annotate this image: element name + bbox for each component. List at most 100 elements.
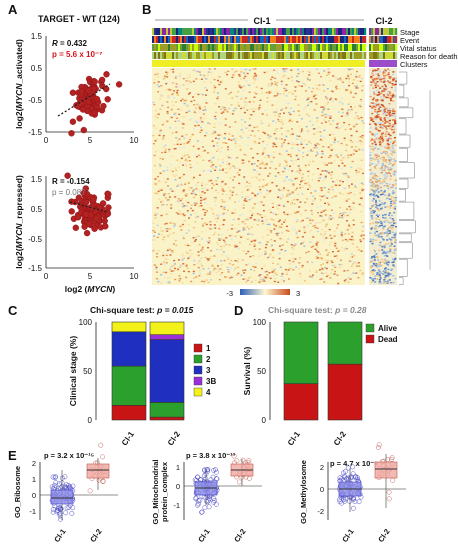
track-cell xyxy=(222,44,225,51)
heatmap-cell xyxy=(389,251,392,253)
heatmap-cell xyxy=(206,258,209,260)
heatmap-cell xyxy=(229,177,232,179)
heatmap-cell xyxy=(349,227,352,229)
track-cell xyxy=(182,28,185,35)
heatmap-cell xyxy=(172,243,175,245)
heatmap-cell xyxy=(231,190,234,193)
heatmap-cell xyxy=(389,282,392,284)
heatmap-cell xyxy=(152,230,155,232)
heatmap-cell xyxy=(293,203,296,205)
heatmap-cell xyxy=(299,183,301,186)
sample-point xyxy=(355,475,360,481)
heatmap-cell xyxy=(375,239,378,241)
heatmap-cell xyxy=(379,277,382,279)
heatmap-cell xyxy=(383,112,386,115)
track-cell xyxy=(296,44,299,51)
heatmap-cell xyxy=(220,112,223,114)
heatmap-cell xyxy=(153,239,156,241)
heatmap-cell xyxy=(194,70,197,73)
track-cell xyxy=(358,44,361,51)
bar-segment-alive xyxy=(327,321,363,365)
heatmap-cell xyxy=(378,218,381,221)
heatmap-cell xyxy=(288,193,291,195)
heatmap-cell xyxy=(280,127,283,129)
heatmap-cell xyxy=(174,147,177,150)
heatmap-cell xyxy=(183,99,186,102)
heatmap-cell xyxy=(370,75,373,78)
heatmap-cell xyxy=(168,281,171,283)
heatmap-cell xyxy=(212,269,215,271)
track-cell xyxy=(302,52,305,59)
heatmap-cell xyxy=(266,223,269,226)
heatmap-cell xyxy=(394,277,397,280)
heatmap-cell xyxy=(328,219,331,221)
heatmap-cell xyxy=(332,195,335,197)
ytick: 100 xyxy=(253,318,267,327)
heatmap-cell xyxy=(280,133,283,135)
heatmap-cell xyxy=(283,112,285,114)
track-cell xyxy=(350,52,353,59)
track-cell xyxy=(298,28,301,35)
heatmap-cell xyxy=(201,265,204,267)
heatmap-cell xyxy=(394,249,397,251)
heatmap-cell xyxy=(370,188,373,191)
heatmap-cell xyxy=(321,267,324,269)
track-cell xyxy=(391,52,394,59)
heatmap-cell xyxy=(228,163,231,165)
heatmap-cell xyxy=(382,282,385,284)
heatmap-cell xyxy=(202,109,205,111)
heatmap-cell xyxy=(357,136,360,138)
heatmap-cell xyxy=(307,70,309,73)
heatmap-cell xyxy=(221,80,224,82)
heatmap-cell xyxy=(234,121,237,123)
heatmap-cell xyxy=(394,160,397,162)
heatmap-cell xyxy=(156,182,158,184)
heatmap-cell xyxy=(386,281,389,283)
heatmap-cell xyxy=(377,94,380,96)
heatmap-cell xyxy=(394,222,397,224)
track-cell xyxy=(266,28,269,35)
heatmap-cell xyxy=(219,274,222,276)
heatmap-cell xyxy=(171,93,174,96)
cluster-2-label: Cl-2 xyxy=(375,16,392,26)
heatmap-cell xyxy=(320,215,323,217)
heatmap-cell xyxy=(162,204,165,206)
heatmap-cell xyxy=(369,145,371,147)
heatmap-cell xyxy=(288,91,291,94)
heatmap-cell xyxy=(389,217,392,219)
heatmap-cell xyxy=(250,280,253,282)
heatmap-cell xyxy=(276,213,279,216)
heatmap-cell xyxy=(265,91,268,94)
heatmap-cell xyxy=(379,261,382,263)
heatmap-cell xyxy=(392,100,395,102)
heatmap-cell xyxy=(353,184,356,187)
heatmap-cell xyxy=(189,92,191,94)
heatmap-cell xyxy=(302,147,305,149)
heatmap-cell xyxy=(390,214,393,217)
sample-point xyxy=(54,509,60,515)
heatmap-cell xyxy=(307,188,309,190)
heatmap-cell xyxy=(274,130,277,132)
heatmap-cell xyxy=(153,178,156,180)
heatmap-cell xyxy=(183,137,186,139)
heatmap-cell xyxy=(253,162,256,165)
heatmap-cell xyxy=(176,89,179,92)
heatmap-cell xyxy=(177,108,180,110)
heatmap-cell xyxy=(255,171,258,173)
cluster-track-cl1 xyxy=(152,60,365,67)
heatmap-cell xyxy=(348,260,351,262)
heatmap-cell xyxy=(391,192,394,195)
heatmap-cell xyxy=(384,165,387,167)
heatmap-cell xyxy=(377,236,380,238)
heatmap-cell xyxy=(361,120,364,122)
scatter-point xyxy=(100,102,107,110)
heatmap-cell xyxy=(375,230,378,233)
heatmap-cell xyxy=(344,172,347,175)
heatmap-cell xyxy=(392,224,395,227)
heatmap-cell xyxy=(262,163,264,165)
heatmap-cell xyxy=(389,134,392,137)
track-cell xyxy=(246,36,249,43)
heatmap-cell xyxy=(381,99,384,102)
track-cell xyxy=(248,36,251,43)
track-cell xyxy=(328,52,331,59)
